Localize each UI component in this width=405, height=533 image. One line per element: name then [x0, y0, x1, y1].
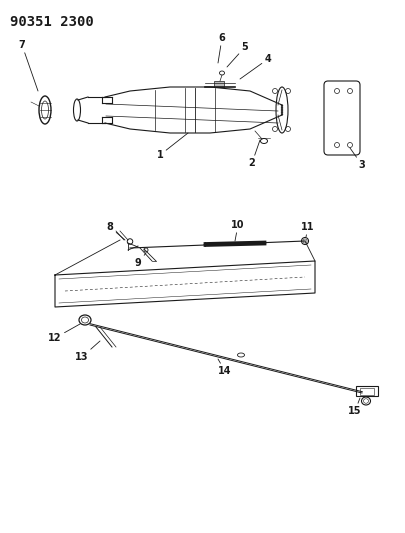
Text: 1: 1: [157, 133, 188, 160]
Text: 15: 15: [348, 398, 362, 416]
Text: 14: 14: [218, 359, 232, 376]
Bar: [356, 386, 378, 396]
Text: 3: 3: [350, 148, 365, 170]
Ellipse shape: [281, 111, 283, 113]
Bar: [360, 387, 374, 394]
Text: 90351 2300: 90351 2300: [10, 15, 94, 29]
Ellipse shape: [281, 107, 283, 109]
Text: 8: 8: [107, 222, 125, 240]
Text: 6: 6: [218, 33, 225, 63]
Text: 12: 12: [48, 324, 80, 343]
Text: 4: 4: [240, 54, 271, 79]
Text: 10: 10: [231, 220, 245, 241]
Text: 7: 7: [19, 40, 38, 91]
Text: 9: 9: [134, 253, 146, 268]
Ellipse shape: [281, 109, 283, 111]
Bar: [214, 81, 224, 87]
Ellipse shape: [281, 113, 283, 115]
Text: 5: 5: [227, 42, 248, 67]
Text: 13: 13: [75, 341, 100, 362]
Text: 11: 11: [301, 222, 315, 237]
Text: 2: 2: [249, 140, 260, 168]
Ellipse shape: [281, 105, 283, 107]
